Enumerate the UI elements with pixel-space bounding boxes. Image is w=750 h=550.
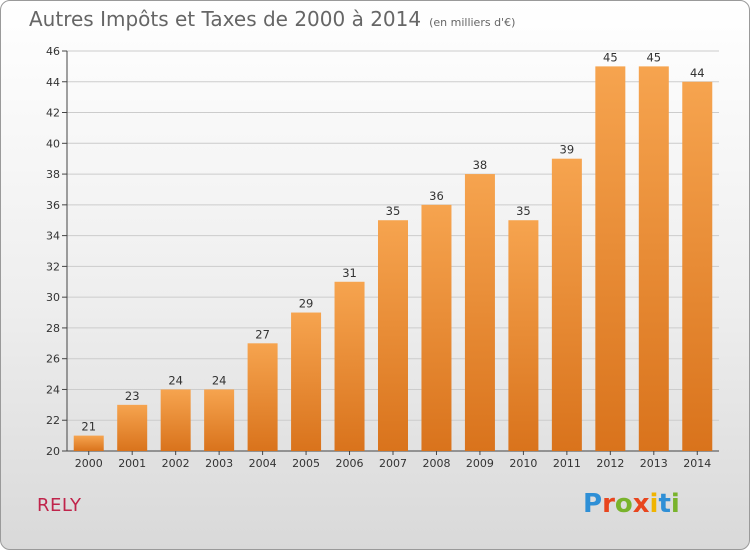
data-label: 35 bbox=[516, 204, 531, 218]
y-tick-label: 38 bbox=[46, 168, 60, 181]
chart-title-unit: (en milliers d'€) bbox=[429, 16, 516, 29]
y-tick-label: 30 bbox=[46, 291, 60, 304]
data-label: 44 bbox=[690, 66, 705, 80]
x-tick-label: 2008 bbox=[422, 457, 450, 470]
logo-letter: x bbox=[632, 489, 650, 519]
x-tick-label: 2006 bbox=[336, 457, 364, 470]
data-label: 35 bbox=[386, 204, 401, 218]
data-label: 21 bbox=[81, 420, 96, 434]
x-tick-label: 2000 bbox=[75, 457, 103, 470]
x-tick-label: 2001 bbox=[118, 457, 146, 470]
y-tick-label: 20 bbox=[46, 445, 60, 458]
x-tick-label: 2003 bbox=[205, 457, 233, 470]
bar bbox=[682, 81, 713, 452]
x-tick-label: 2002 bbox=[162, 457, 190, 470]
data-label: 23 bbox=[125, 389, 140, 403]
y-tick-label: 32 bbox=[46, 260, 60, 273]
bar bbox=[421, 204, 452, 451]
data-label: 29 bbox=[299, 297, 314, 311]
y-tick-label: 24 bbox=[46, 383, 60, 396]
bar bbox=[638, 66, 669, 451]
logo-letter: r bbox=[602, 489, 615, 519]
y-tick-label: 22 bbox=[46, 414, 60, 427]
bar bbox=[464, 174, 495, 452]
x-tick-label: 2007 bbox=[379, 457, 407, 470]
data-label: 31 bbox=[342, 266, 357, 280]
y-tick-label: 36 bbox=[46, 199, 60, 212]
logo-letter: i bbox=[670, 489, 680, 519]
x-tick-label: 2004 bbox=[249, 457, 277, 470]
x-tick-label: 2013 bbox=[640, 457, 668, 470]
bar bbox=[160, 389, 191, 451]
bar bbox=[378, 220, 408, 451]
y-tick-label: 44 bbox=[46, 76, 60, 89]
data-label: 24 bbox=[212, 373, 227, 387]
data-label: 39 bbox=[560, 143, 575, 157]
x-tick-label: 2005 bbox=[292, 457, 320, 470]
bar bbox=[595, 66, 626, 451]
place-name: RELY bbox=[37, 495, 82, 516]
y-tick-label: 40 bbox=[46, 137, 60, 150]
chart-title-main: Autres Impôts et Taxes de 2000 à 2014 bbox=[29, 7, 422, 31]
proxiti-logo: Proxiti bbox=[583, 489, 680, 519]
logo-letter: t bbox=[658, 489, 671, 519]
x-tick-label: 2011 bbox=[553, 457, 581, 470]
x-tick-label: 2012 bbox=[596, 457, 624, 470]
logo-letter: P bbox=[583, 489, 603, 519]
logo-letter: i bbox=[649, 489, 659, 519]
data-label: 45 bbox=[603, 50, 618, 64]
data-label: 38 bbox=[473, 158, 488, 172]
bar bbox=[247, 343, 278, 451]
x-tick-label: 2014 bbox=[683, 457, 711, 470]
y-tick-label: 42 bbox=[46, 107, 60, 120]
bar bbox=[551, 158, 582, 451]
bar bbox=[204, 389, 235, 451]
y-tick-label: 28 bbox=[46, 322, 60, 335]
x-tick-label: 2009 bbox=[466, 457, 494, 470]
chart-title: Autres Impôts et Taxes de 2000 à 2014 (en… bbox=[29, 7, 515, 31]
data-label: 27 bbox=[255, 327, 270, 341]
logo-letter: o bbox=[614, 489, 633, 519]
data-label: 24 bbox=[168, 373, 183, 387]
bar bbox=[117, 404, 148, 451]
data-label: 36 bbox=[429, 189, 444, 203]
bar bbox=[508, 220, 539, 451]
bar bbox=[73, 435, 104, 451]
bar bbox=[291, 312, 322, 451]
y-tick-label: 34 bbox=[46, 230, 60, 243]
data-label: 45 bbox=[646, 50, 661, 64]
y-tick-label: 26 bbox=[46, 353, 60, 366]
bar bbox=[334, 281, 365, 451]
x-tick-label: 2010 bbox=[509, 457, 537, 470]
y-tick-label: 46 bbox=[46, 45, 60, 58]
